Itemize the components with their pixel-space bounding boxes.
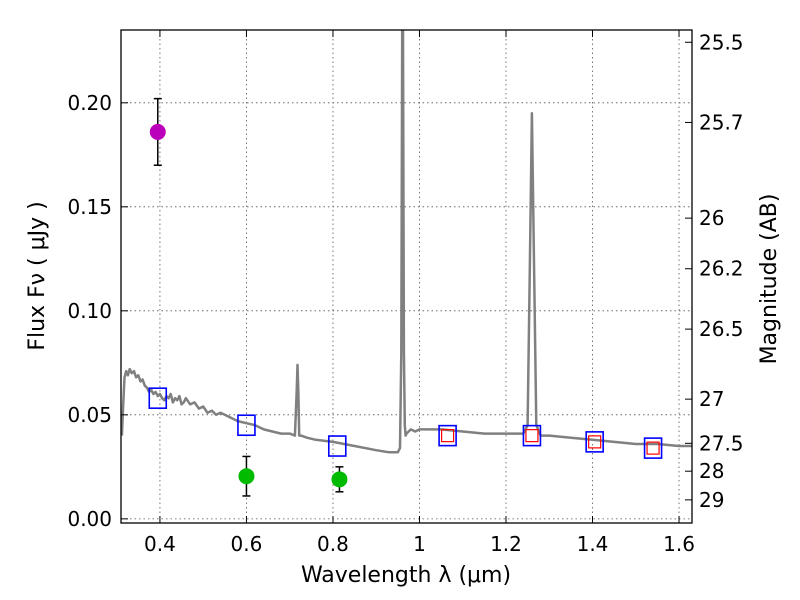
y-tick-label: 0.00 bbox=[67, 507, 112, 531]
x-tick-label: 0.6 bbox=[231, 532, 263, 556]
observed-nir-point bbox=[646, 441, 660, 455]
model-photometry-point bbox=[522, 424, 542, 447]
model-photometry-point bbox=[643, 437, 663, 459]
data-point bbox=[238, 468, 255, 485]
magnitude-tick-label: 27.5 bbox=[699, 431, 744, 455]
y-tick-label: 0.10 bbox=[67, 299, 112, 323]
plot-frame bbox=[120, 29, 693, 524]
x-tick-label: 0.8 bbox=[317, 532, 349, 556]
x-tick-label: 0.4 bbox=[144, 532, 176, 556]
axis-ticks: 0.4 0.6 0.8 1 1.2 1.4 1.6 0.00 0.05 0.10 0.15 0.20 2… bbox=[67, 30, 744, 556]
data-point bbox=[149, 123, 166, 140]
magnitude-tick-label: 26 bbox=[699, 206, 724, 230]
magnitude-tick-label: 25.7 bbox=[699, 110, 744, 134]
y-axis-label: Flux Fν ( μJy ) bbox=[25, 201, 50, 350]
model-spectrum-line bbox=[121, 30, 692, 454]
magnitude-tick-label: 28 bbox=[699, 459, 724, 483]
data-point bbox=[331, 471, 348, 488]
model-photometry-point bbox=[327, 435, 347, 457]
model-photometry-point bbox=[585, 431, 604, 453]
x-axis-label: Wavelength λ (μm) bbox=[301, 563, 511, 588]
x-tick-label: 1.6 bbox=[663, 532, 695, 556]
magnitude-tick-label: 25.5 bbox=[699, 30, 744, 54]
y-tick-label: 0.15 bbox=[67, 195, 112, 219]
magnitude-tick-label: 26.2 bbox=[699, 257, 744, 281]
model-photometry-point bbox=[438, 424, 457, 447]
y-tick-label: 0.05 bbox=[67, 403, 112, 427]
x-tick-label: 1.4 bbox=[577, 532, 609, 556]
magnitude-tick-label: 29 bbox=[699, 488, 724, 512]
x-tick-label: 1 bbox=[413, 532, 426, 556]
model-photometry-point bbox=[148, 387, 168, 409]
observed-nir-point bbox=[588, 435, 602, 449]
magnitude-tick-label: 26.5 bbox=[699, 317, 744, 341]
magnitude-tick-label: 27 bbox=[699, 387, 724, 411]
model-photometry-point bbox=[237, 414, 256, 437]
observed-nir-point bbox=[525, 429, 539, 443]
x-tick-label: 1.2 bbox=[490, 532, 522, 556]
magnitude-axis-label: Magnitude (AB) bbox=[757, 194, 782, 365]
observed-nir-point bbox=[440, 429, 455, 443]
plot-series bbox=[121, 30, 692, 497]
y-tick-label: 0.20 bbox=[67, 91, 112, 115]
